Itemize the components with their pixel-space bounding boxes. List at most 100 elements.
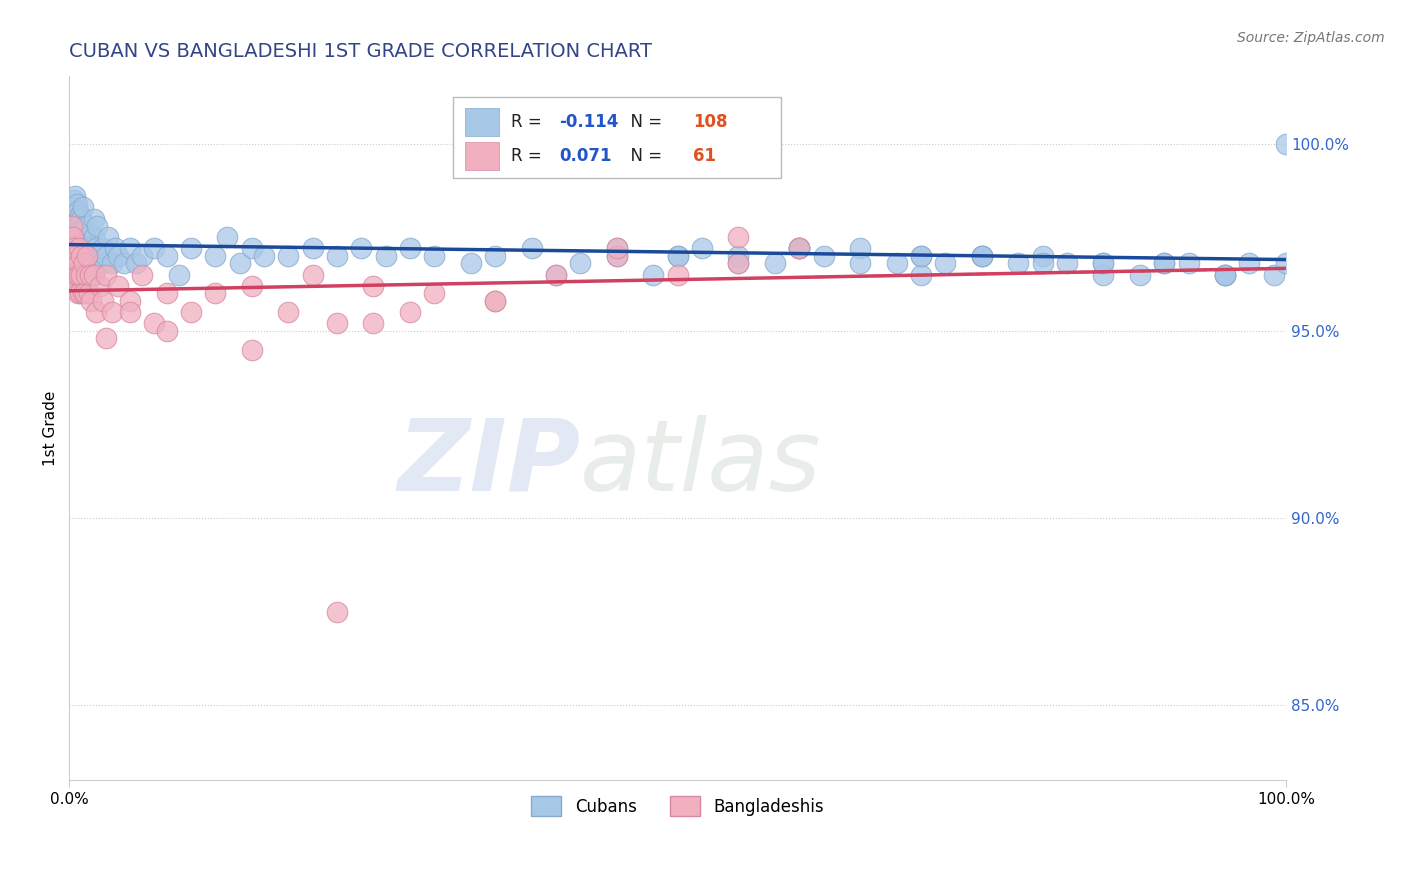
Point — [910, 268, 932, 282]
Point — [65, 268, 87, 282]
Legend: Cubans, Bangladeshis: Cubans, Bangladeshis — [523, 788, 832, 825]
Point — [89, 279, 111, 293]
Point — [155, 286, 177, 301]
Text: R =: R = — [510, 147, 547, 165]
Point — [787, 242, 810, 256]
Point — [423, 286, 446, 301]
Point — [460, 256, 482, 270]
Point — [180, 242, 202, 256]
Point — [910, 249, 932, 263]
Point — [1213, 268, 1236, 282]
Point — [399, 242, 422, 256]
Point — [65, 242, 87, 256]
Point — [70, 249, 93, 263]
Point — [727, 256, 749, 270]
Point — [544, 268, 567, 282]
Point — [787, 242, 810, 256]
Point — [484, 293, 506, 308]
Point — [69, 208, 91, 222]
Point — [813, 249, 835, 263]
Point — [217, 230, 239, 244]
Point — [727, 256, 749, 270]
Text: N =: N = — [620, 147, 668, 165]
Point — [277, 305, 299, 319]
Point — [143, 317, 166, 331]
Point — [606, 249, 628, 263]
Text: CUBAN VS BANGLADESHI 1ST GRADE CORRELATION CHART: CUBAN VS BANGLADESHI 1ST GRADE CORRELATI… — [69, 42, 652, 61]
Point — [70, 230, 93, 244]
Point — [1153, 256, 1175, 270]
Point — [72, 242, 94, 256]
Point — [65, 249, 87, 263]
Point — [63, 193, 86, 207]
Point — [301, 242, 323, 256]
Point — [60, 219, 83, 233]
Point — [240, 343, 263, 357]
Point — [666, 249, 689, 263]
Point — [65, 279, 87, 293]
Point — [1092, 256, 1115, 270]
Point — [363, 317, 385, 331]
Point — [72, 286, 94, 301]
Point — [240, 279, 263, 293]
Point — [66, 256, 89, 270]
Point — [1007, 256, 1029, 270]
Point — [167, 268, 190, 282]
Point — [849, 242, 872, 256]
Point — [970, 249, 993, 263]
Point — [886, 256, 908, 270]
Point — [80, 293, 103, 308]
Point — [1213, 268, 1236, 282]
Point — [67, 211, 90, 226]
Point — [112, 256, 135, 270]
Point — [65, 196, 87, 211]
Point — [727, 249, 749, 263]
Point — [67, 268, 90, 282]
Point — [70, 211, 93, 226]
Point — [76, 249, 98, 263]
Point — [62, 200, 84, 214]
Point — [1275, 256, 1298, 270]
Point — [520, 242, 543, 256]
FancyBboxPatch shape — [453, 97, 780, 178]
Point — [228, 256, 250, 270]
Point — [73, 256, 96, 270]
Text: N =: N = — [620, 113, 668, 131]
Point — [84, 242, 107, 256]
Point — [970, 249, 993, 263]
Point — [59, 230, 82, 244]
Point — [60, 249, 83, 263]
Point — [91, 256, 114, 270]
Point — [763, 256, 786, 270]
Point — [67, 230, 90, 244]
Point — [1213, 268, 1236, 282]
Point — [423, 249, 446, 263]
Point — [1239, 256, 1261, 270]
Point — [569, 256, 592, 270]
Point — [65, 249, 87, 263]
Text: 108: 108 — [693, 113, 728, 131]
Point — [606, 242, 628, 256]
Point — [83, 268, 105, 282]
Point — [484, 249, 506, 263]
Point — [484, 293, 506, 308]
Point — [606, 249, 628, 263]
Point — [72, 200, 94, 214]
Point — [66, 286, 89, 301]
Point — [66, 219, 89, 233]
Point — [690, 242, 713, 256]
Point — [107, 249, 129, 263]
Point — [63, 268, 86, 282]
Y-axis label: 1st Grade: 1st Grade — [44, 391, 58, 466]
Point — [1153, 256, 1175, 270]
Point — [80, 242, 103, 256]
Text: Source: ZipAtlas.com: Source: ZipAtlas.com — [1237, 31, 1385, 45]
Point — [787, 242, 810, 256]
Point — [75, 268, 97, 282]
Point — [65, 249, 87, 263]
Point — [1032, 256, 1054, 270]
Text: ZIP: ZIP — [398, 415, 581, 512]
Point — [63, 242, 86, 256]
Point — [83, 230, 105, 244]
Point — [60, 211, 83, 226]
